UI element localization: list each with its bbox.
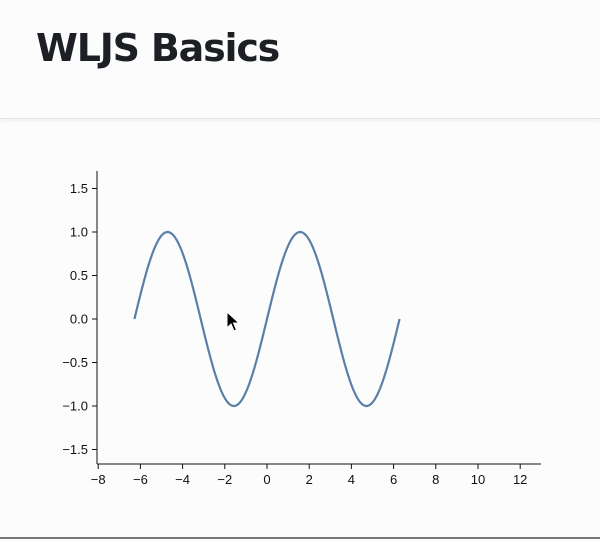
- sine-curve: [133, 230, 401, 408]
- plot-axes: [96, 171, 541, 465]
- y-tick-label: 0.5: [70, 268, 88, 283]
- y-tick-label: 1.0: [70, 225, 88, 240]
- x-tick-label: 4: [348, 472, 355, 487]
- x-tick-label: 0: [263, 472, 270, 487]
- plot-series: [133, 230, 401, 408]
- x-tick-label: −2: [217, 472, 232, 487]
- x-tick-label: −6: [133, 472, 148, 487]
- y-tick-label: −1.0: [62, 399, 88, 414]
- mouse-pointer-icon: [226, 311, 240, 332]
- x-tick-label: −4: [175, 472, 190, 487]
- notebook-header: WLJS Basics: [0, 0, 600, 119]
- plot-output[interactable]: −8 −6 −4 −2 0 2 4 6 8 10 12 −1.5 −1.0 −0.5 0.0 0.5 1.0 1.…: [0, 119, 600, 537]
- x-tick-label: 6: [390, 472, 397, 487]
- x-tick-label: 10: [471, 472, 485, 487]
- y-tick-label: −1.5: [62, 442, 88, 457]
- x-tick-label: 12: [513, 472, 527, 487]
- y-tick-label: 1.5: [70, 181, 88, 196]
- sine-plot[interactable]: −8 −6 −4 −2 0 2 4 6 8 10 12 −1.5 −1.0 −0.5 0.0 0.5 1.0 1.…: [0, 119, 600, 537]
- plot-ticks: −8 −6 −4 −2 0 2 4 6 8 10 12 −1.5 −1.0 −0.5 0.0 0.5 1.0 1.…: [62, 181, 527, 487]
- x-tick-label: 8: [432, 472, 439, 487]
- divider: [0, 537, 600, 539]
- y-tick-label: −0.5: [62, 355, 88, 370]
- page-title: WLJS Basics: [36, 26, 280, 70]
- y-tick-label: 0.0: [70, 312, 88, 327]
- x-tick-label: 2: [306, 472, 313, 487]
- x-tick-label: −8: [91, 472, 106, 487]
